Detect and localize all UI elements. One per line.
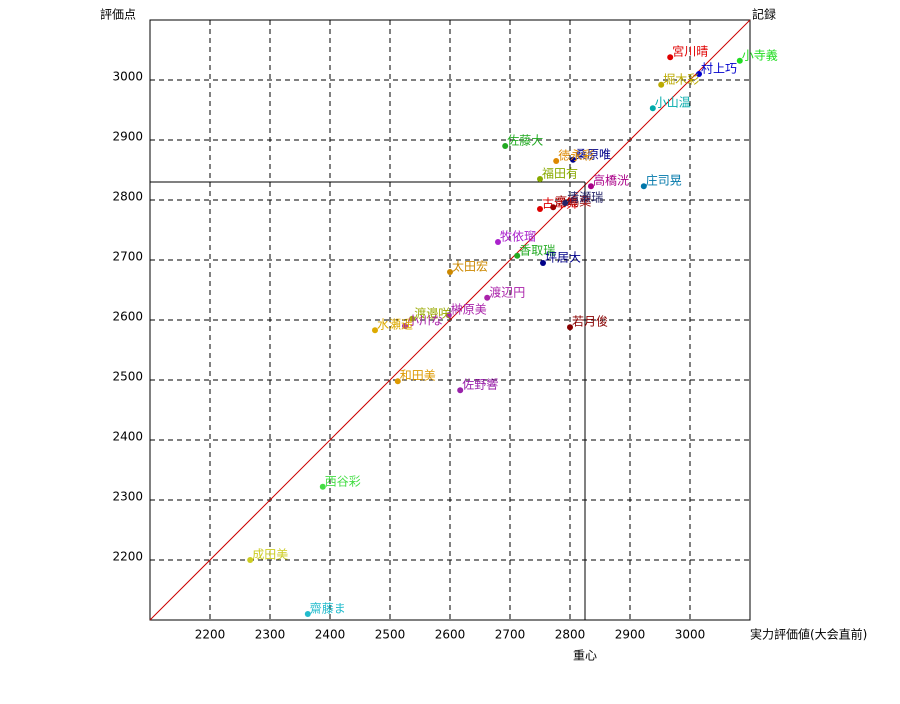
point-label: 小寺義	[742, 47, 778, 62]
point	[667, 54, 674, 61]
y-tick-label: 2800	[112, 190, 143, 204]
point-label: 小川な	[407, 314, 443, 328]
point-label: 徳永彩	[558, 148, 594, 163]
point-label: 桑原唯	[575, 147, 611, 161]
y-axis-label: 評価点	[100, 7, 136, 22]
point-label: 成田美	[252, 548, 288, 562]
point	[304, 611, 311, 617]
x-tick-label: 2200	[195, 628, 226, 642]
x-tick-label: 2900	[615, 628, 646, 642]
point	[457, 387, 464, 394]
x-tick-label: 3000	[675, 628, 706, 642]
x-tick-label: 2700	[495, 628, 526, 642]
point	[247, 557, 254, 563]
point-label: 若月俊	[572, 314, 608, 329]
point	[640, 183, 647, 190]
point	[540, 260, 546, 266]
point-label: 坪居大	[545, 251, 581, 265]
point	[567, 324, 573, 331]
point-label: 宮川晴	[672, 44, 708, 59]
point-label: 和田美	[400, 369, 436, 383]
y-tick-label: 2500	[112, 370, 143, 384]
y-tick-label: 2200	[112, 550, 143, 564]
y-tick-label: 3000	[112, 70, 143, 84]
point-label: 佐藤大	[507, 134, 543, 148]
point	[570, 156, 576, 163]
y-tick-label: 2600	[112, 310, 143, 324]
y-tick-label: 2700	[112, 250, 143, 264]
diagonal	[149, 19, 751, 621]
x-tick-label: 2300	[255, 628, 286, 642]
x-tick-label: 2400	[315, 628, 346, 642]
point	[447, 269, 453, 275]
point	[372, 327, 378, 334]
point-label: 堀木彩	[663, 71, 699, 86]
point-label: 榊原美	[451, 303, 487, 317]
point-label: 渡邉咲	[414, 305, 450, 320]
point	[537, 206, 543, 212]
point	[394, 378, 401, 385]
point	[409, 315, 416, 322]
point-label: 庄司晃	[646, 173, 682, 188]
point-label: 高橋洸	[593, 173, 629, 188]
point	[402, 323, 408, 329]
y-tick-label: 2400	[112, 430, 143, 444]
point	[502, 143, 509, 149]
point-label: 水瀬遥	[377, 318, 413, 332]
point-label: 香取瑞	[519, 243, 555, 257]
y2-axis-label: 記録	[752, 7, 776, 22]
point	[588, 183, 594, 190]
point	[736, 57, 743, 64]
point	[495, 239, 501, 245]
point-label: 牧依瑠	[500, 229, 536, 244]
point	[649, 105, 656, 112]
point	[550, 204, 557, 211]
point	[484, 294, 491, 301]
point	[553, 158, 560, 164]
x-tick-label: 2600	[435, 628, 466, 642]
point-label: 福田有	[542, 166, 578, 181]
point	[696, 71, 702, 77]
x-tick-label: 2500	[375, 628, 406, 642]
x-axis-label: 実力評価値(大会直前)	[750, 627, 867, 642]
point-label: 齋藤ま	[310, 601, 346, 616]
point-label: 村上巧	[701, 62, 737, 76]
center-label: 重心	[573, 649, 597, 663]
point	[562, 200, 569, 206]
point	[658, 81, 665, 88]
x-tick-label: 2800	[555, 628, 586, 642]
y-tick-label: 2900	[112, 130, 143, 144]
point	[319, 483, 326, 490]
point-label: 太田宏	[452, 259, 488, 274]
point-label: 渡辺円	[489, 284, 525, 299]
point	[537, 176, 543, 182]
point-label: 佐野響	[462, 377, 498, 392]
point-label: 清瀬瑞	[567, 191, 603, 205]
point-label: 小山温	[655, 96, 691, 110]
y-tick-label: 2300	[112, 490, 143, 504]
point	[445, 312, 452, 319]
point	[514, 252, 521, 259]
point-label: 西谷彩	[325, 474, 361, 488]
